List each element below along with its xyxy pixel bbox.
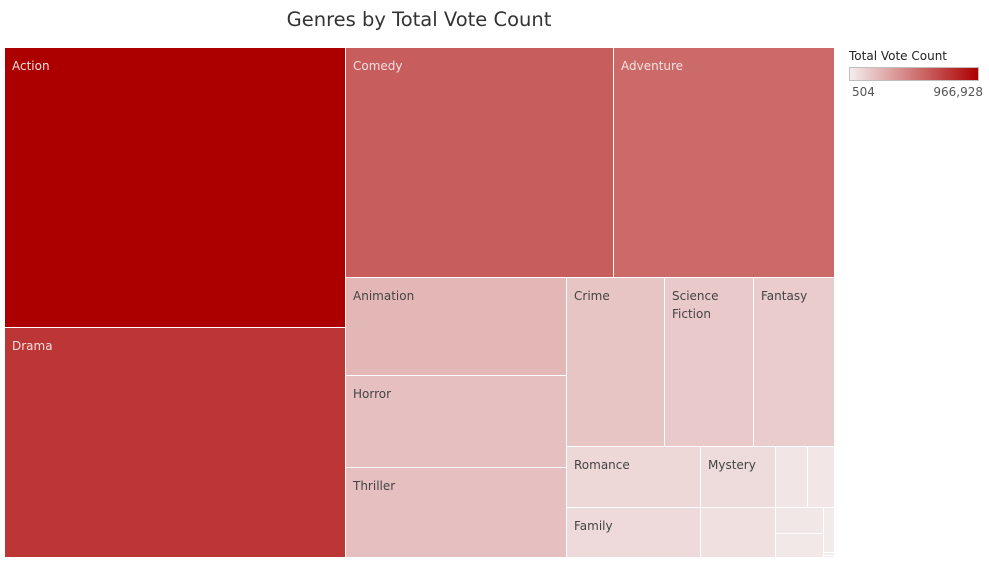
treemap-tile [776,508,824,534]
treemap-tile [776,447,808,508]
treemap-tile-label: Romance [574,458,630,472]
treemap-tile [824,556,835,558]
treemap-tile: Mystery [701,447,776,508]
legend-title: Total Vote Count [849,49,947,63]
chart-title: Genres by Total Vote Count [286,8,552,31]
treemap-tile [701,508,776,558]
legend-min-label: 504 [852,85,875,99]
treemap-tile [776,534,824,558]
treemap-tile-label: Action [12,59,50,73]
treemap-tile-label: Family [574,519,613,533]
treemap-tile-label: Comedy [353,59,403,73]
treemap-tile-label: Drama [12,339,53,353]
treemap-tile-label: Horror [353,387,392,401]
treemap-tile: Science Fiction [665,278,754,447]
treemap-tile-label: Science Fiction [672,289,719,321]
treemap-tile: Romance [567,447,701,508]
treemap-tile: Family [567,508,701,558]
treemap-tile-label: Crime [574,289,610,303]
treemap-tile-label: Thriller [353,479,396,493]
treemap-tile: Fantasy [754,278,835,447]
treemap-tile-label: Animation [353,289,415,303]
treemap-tile: Animation [346,278,567,376]
color-legend: Total Vote Count 504 966,928 [849,49,985,101]
treemap-tile: Thriller [346,468,567,558]
treemap-tile [808,447,835,508]
treemap-tile: Comedy [346,48,614,278]
treemap-tile [824,553,835,556]
treemap-tile: Action [5,48,346,328]
treemap-tile: Adventure [614,48,835,278]
treemap-tile: Crime [567,278,665,447]
legend-max-label: 966,928 [933,85,983,99]
treemap-tile: Horror [346,376,567,468]
treemap-tile [824,508,835,553]
treemap-tile-label: Mystery [708,458,756,472]
legend-gradient-bar [849,67,979,81]
treemap-tile-label: Fantasy [761,289,808,303]
treemap-tile: Drama [5,328,346,558]
treemap-tile-label: Adventure [621,59,684,73]
